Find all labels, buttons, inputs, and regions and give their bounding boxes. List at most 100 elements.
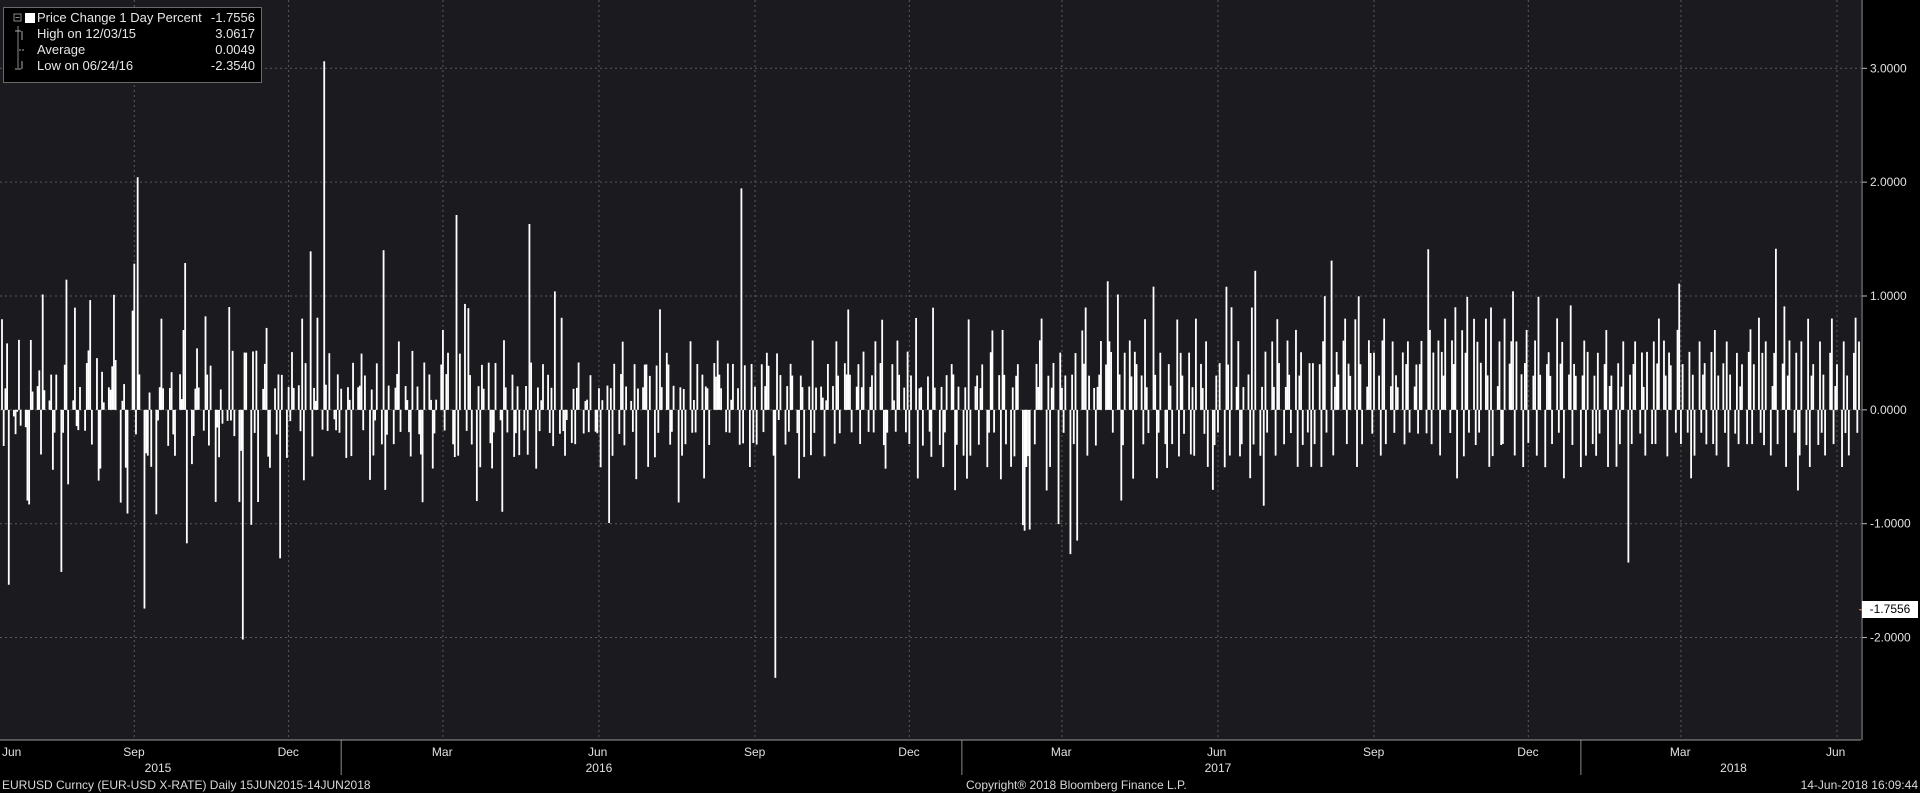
bar: [1466, 296, 1469, 410]
bar: [1383, 318, 1386, 410]
bar: [1396, 387, 1399, 410]
bar: [1598, 409, 1601, 434]
bar: [1668, 352, 1670, 410]
bar: [933, 387, 936, 410]
bar: [1003, 374, 1006, 410]
bar: [964, 387, 967, 410]
bar: [740, 188, 743, 410]
bar: [1559, 363, 1562, 410]
bar: [1408, 409, 1411, 433]
bar: [596, 409, 599, 434]
bar: [36, 386, 39, 410]
bar: [891, 364, 894, 410]
bar: [1546, 364, 1548, 410]
bar: [1817, 409, 1820, 445]
bar: [423, 362, 426, 410]
bar: [1556, 318, 1559, 410]
bar: [1646, 351, 1648, 410]
bar: [499, 409, 502, 421]
bar: [1130, 376, 1133, 410]
bar: [297, 385, 300, 410]
bar: [1527, 409, 1530, 443]
bar: [445, 374, 448, 410]
bar: [1829, 352, 1832, 410]
bar: [494, 363, 497, 410]
bar: [1476, 341, 1479, 410]
legend-row-average: Average 0.0049: [4, 42, 261, 58]
collapse-tree-icon[interactable]: [12, 10, 24, 26]
bar: [458, 353, 461, 410]
bar: [1620, 386, 1623, 410]
legend-average-label: Average: [37, 42, 86, 57]
bar: [65, 279, 68, 410]
bar: [411, 350, 414, 410]
bar: [406, 400, 409, 410]
bar: [523, 409, 526, 431]
bar: [954, 409, 956, 491]
bar: [1725, 341, 1728, 410]
bar: [776, 353, 778, 410]
bar: [1513, 409, 1516, 456]
bar: [938, 409, 941, 445]
bar: [62, 409, 64, 433]
bar: [167, 409, 170, 446]
x-tick-label: Mar: [1670, 745, 1691, 759]
bar: [1205, 341, 1207, 410]
bar: [1822, 374, 1825, 410]
bar: [1539, 374, 1542, 410]
legend-row-series[interactable]: Price Change 1 Day Percent -1.7556: [4, 10, 261, 26]
bar: [1132, 409, 1135, 479]
bar: [1332, 409, 1335, 456]
bar: [1288, 374, 1291, 410]
bar: [613, 363, 616, 410]
bar: [1420, 340, 1423, 410]
bar: [801, 387, 804, 410]
bar: [542, 364, 544, 410]
x-tick-label: Jun: [1826, 745, 1845, 759]
bar: [252, 351, 254, 410]
bar: [838, 409, 841, 434]
bar: [1427, 249, 1430, 410]
bar: [6, 343, 8, 410]
bar: [1836, 364, 1838, 410]
bar: [1191, 387, 1194, 410]
bar: [1323, 296, 1326, 410]
bar: [75, 409, 78, 427]
bar: [799, 375, 802, 410]
bar: [74, 307, 76, 410]
bar: [40, 409, 42, 455]
bar: [1235, 386, 1238, 410]
bar: [185, 409, 188, 544]
bar: [182, 330, 185, 410]
bar: [1775, 248, 1777, 410]
bar: [1691, 374, 1694, 410]
bar: [362, 409, 365, 431]
legend-row-low: Low on 06/24/16 -2.3540: [4, 58, 261, 74]
bar: [618, 409, 621, 434]
bar: [1752, 364, 1755, 410]
bar: [1759, 409, 1762, 433]
x-tick-label: Dec: [1517, 745, 1538, 759]
bar: [584, 401, 587, 410]
bar: [1639, 409, 1642, 434]
bar: [820, 386, 823, 410]
bar: [742, 409, 745, 444]
bar: [1286, 340, 1289, 410]
bar: [1384, 409, 1387, 445]
bar: [311, 409, 314, 457]
bar: [226, 409, 229, 421]
bar: [748, 409, 751, 468]
bar: [255, 350, 258, 410]
bar: [84, 409, 86, 431]
bar: [1100, 341, 1102, 410]
bar: [79, 387, 81, 410]
bar: [382, 250, 385, 410]
bar: [1464, 352, 1467, 410]
bar: [837, 375, 839, 410]
bar: [608, 409, 611, 524]
bar: [221, 409, 224, 424]
bar: [360, 353, 363, 410]
bar: [51, 409, 54, 470]
bar: [1819, 341, 1821, 410]
y-tick-label: 0.0000: [1870, 403, 1907, 417]
